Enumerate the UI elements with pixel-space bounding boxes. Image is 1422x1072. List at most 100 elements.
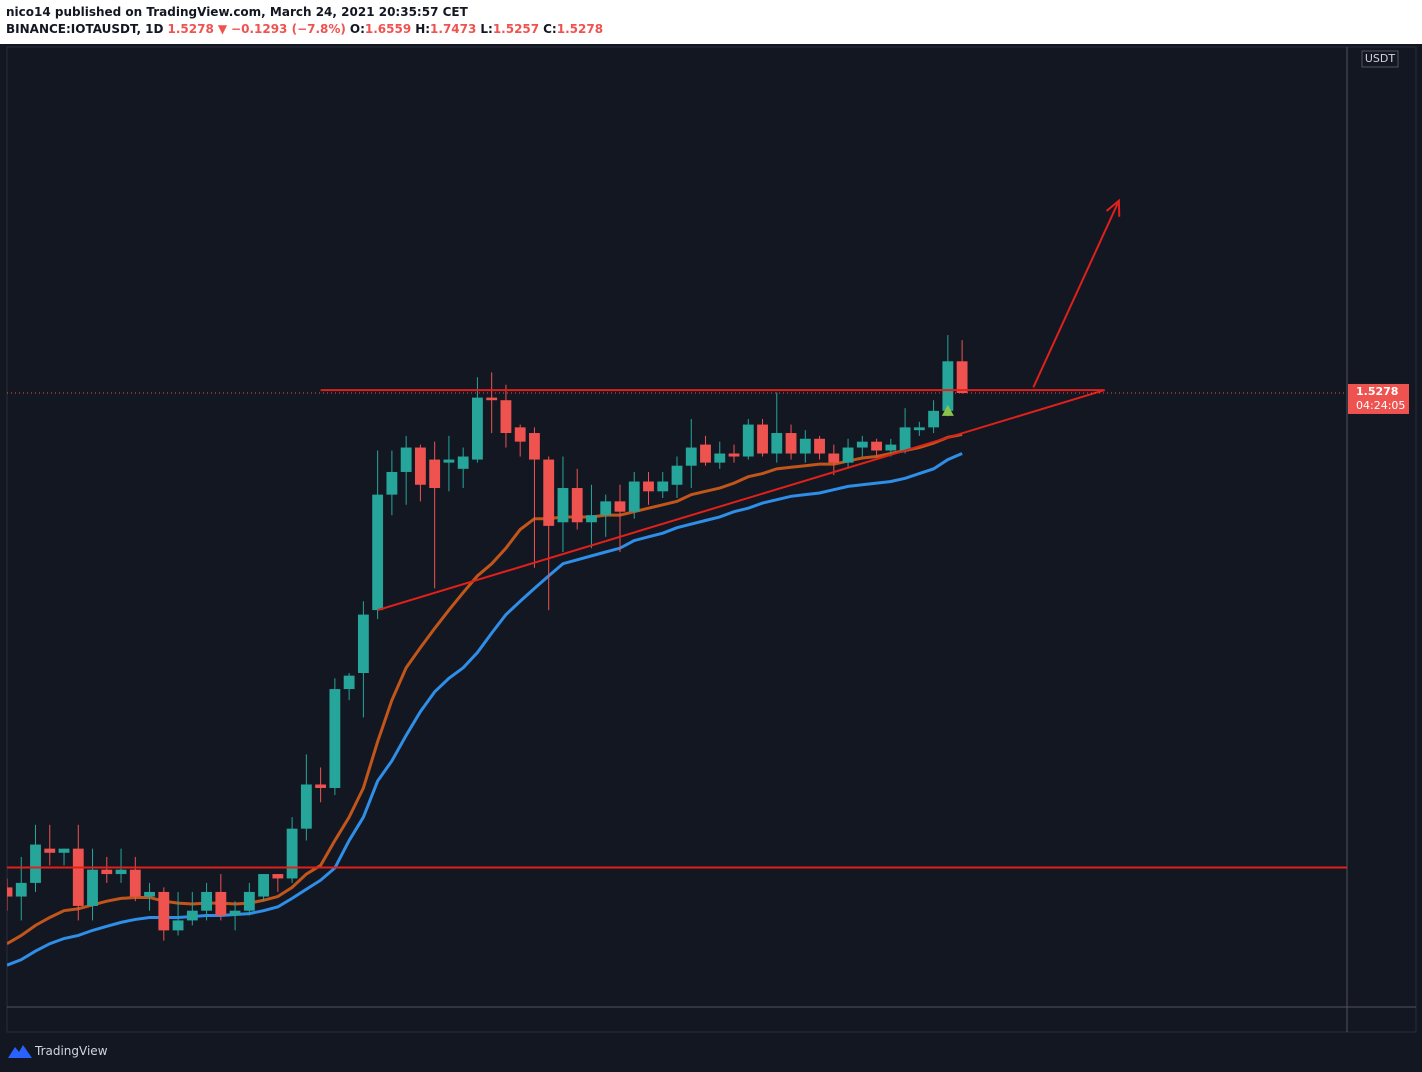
candle-body xyxy=(885,444,897,451)
chart-frame xyxy=(0,44,1422,1072)
byline: nico14 published on TradingView.com, Mar… xyxy=(6,5,468,19)
price-badge xyxy=(1348,383,1409,414)
candle-body xyxy=(842,447,854,463)
currency-badge xyxy=(1361,50,1399,68)
candle-body xyxy=(300,784,312,829)
candle-body xyxy=(101,869,113,875)
chart-border xyxy=(6,46,1417,1033)
candle-body xyxy=(343,675,355,690)
candle-body xyxy=(942,361,954,411)
candle-body xyxy=(785,433,797,454)
close-value: 1.5278 xyxy=(556,22,604,36)
candle-body xyxy=(757,424,768,454)
candle-body xyxy=(714,453,726,463)
candle-body xyxy=(15,882,27,897)
candle-body xyxy=(44,848,56,853)
candle-body xyxy=(628,481,640,512)
candle-body xyxy=(586,515,597,523)
candle-body xyxy=(115,869,127,875)
candle-body xyxy=(742,424,754,457)
close-label: C: xyxy=(543,22,557,36)
candle-body xyxy=(386,471,398,495)
trend-line xyxy=(377,389,1105,612)
candle-body xyxy=(215,891,227,916)
candle-body xyxy=(158,891,170,931)
candle-body xyxy=(272,874,284,879)
candle-body xyxy=(928,410,940,428)
change: −0.1293 (−7.8%) xyxy=(231,22,346,36)
candle-body xyxy=(956,361,968,393)
candle-body xyxy=(771,433,783,454)
moving-average xyxy=(7,452,963,967)
low-label: L: xyxy=(480,22,493,36)
candle-body xyxy=(286,828,298,879)
candle-body xyxy=(828,453,840,463)
candle-body xyxy=(229,910,241,916)
footer: TradingView xyxy=(8,1044,108,1058)
candle-body xyxy=(243,891,255,911)
quote-line: BINANCE:IOTAUSDT, 1D 1.5278 ▼ −0.1293 (−7.8… xyxy=(6,21,607,38)
symbol: BINANCE:IOTAUSDT, 1D xyxy=(6,22,164,36)
candle-body xyxy=(799,438,811,454)
candle-body xyxy=(529,433,540,460)
low-value: 1.5257 xyxy=(492,22,540,36)
candle-body xyxy=(571,488,583,523)
candle-body xyxy=(913,427,925,431)
candle-body xyxy=(600,501,612,516)
candle-body xyxy=(414,447,426,485)
candle-body xyxy=(671,465,683,485)
open-value: 1.6559 xyxy=(364,22,412,36)
candle-body xyxy=(400,447,412,472)
candle-body xyxy=(500,400,512,434)
open-label: O: xyxy=(349,22,365,36)
countdown: 04:24:05 xyxy=(1356,399,1405,412)
candle-body xyxy=(372,494,384,611)
candle-body xyxy=(443,459,455,463)
candle-body xyxy=(856,441,868,448)
candle-body xyxy=(129,869,141,897)
candle-body xyxy=(329,689,341,788)
arrow-line xyxy=(1032,200,1120,388)
candle-body xyxy=(30,844,41,883)
candle-body xyxy=(486,397,498,401)
candle-body xyxy=(172,920,184,931)
currency-label: USDT xyxy=(1365,52,1396,65)
candle-body xyxy=(728,453,740,457)
candle-body xyxy=(871,441,882,451)
header: nico14 published on TradingView.com, Mar… xyxy=(6,4,607,38)
footer-brand: TradingView xyxy=(35,1044,108,1058)
candle-body xyxy=(657,481,669,492)
candle-body xyxy=(814,438,825,454)
candle-body xyxy=(514,427,526,442)
candle-body xyxy=(144,891,155,897)
candle-body xyxy=(201,891,212,911)
arrow-head xyxy=(1105,198,1121,217)
candle-body xyxy=(457,456,469,469)
last-price: 1.5278 xyxy=(167,22,214,36)
candle-body xyxy=(58,848,70,853)
change-arrow: ▼ xyxy=(217,22,228,36)
candle-body xyxy=(472,397,483,460)
candle-body xyxy=(643,481,654,492)
candle-body xyxy=(543,459,555,526)
candle-body xyxy=(429,459,441,489)
candle-body xyxy=(700,444,711,463)
candle-body xyxy=(899,427,911,451)
high-label: H: xyxy=(415,22,431,36)
candle-body xyxy=(614,501,626,512)
candle-body xyxy=(186,910,198,921)
candle-body xyxy=(315,784,327,788)
logo-icon xyxy=(8,1045,32,1058)
candle-body xyxy=(87,869,98,906)
high-value: 1.7473 xyxy=(430,22,477,36)
price-badge-value: 1.5278 xyxy=(1356,385,1398,398)
candle-body xyxy=(72,848,84,906)
candle-body xyxy=(557,488,569,523)
candle-body xyxy=(7,887,13,897)
candle-body xyxy=(685,447,697,466)
signal-marker xyxy=(941,404,954,416)
candle-body xyxy=(357,614,369,674)
candle-body xyxy=(258,874,270,897)
